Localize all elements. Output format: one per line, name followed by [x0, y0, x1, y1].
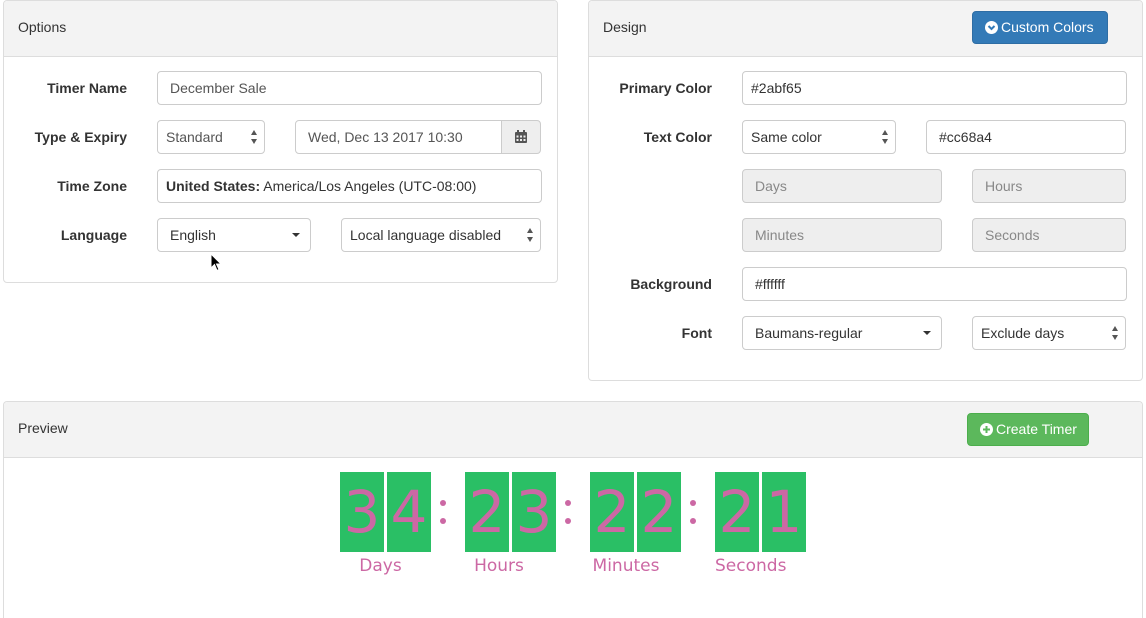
timer-type-value: Standard	[166, 129, 223, 145]
hours-label-input[interactable]: Hours	[972, 169, 1126, 203]
timer-name-label: Timer Name	[47, 80, 127, 96]
caret-down-icon	[292, 233, 300, 237]
exclude-days-select[interactable]: Exclude days	[972, 316, 1126, 350]
minutes-digit: 2	[637, 472, 681, 552]
preview-panel-title: Preview	[18, 420, 68, 436]
create-timer-label: Create Timer	[996, 421, 1077, 437]
days-digit: 4	[387, 472, 431, 552]
seconds-digit: 2	[715, 472, 759, 552]
select-arrows-icon	[251, 130, 258, 144]
preview-panel-heading: Preview	[4, 402, 1142, 458]
expiry-date-input[interactable]: Wed, Dec 13 2017 10:30	[295, 120, 502, 154]
text-color-input[interactable]: #cc68a4	[926, 120, 1126, 154]
text-color-mode-select[interactable]: Same color	[742, 120, 896, 154]
timer-name-input[interactable]: December Sale	[157, 71, 542, 105]
time-zone-label: Time Zone	[57, 178, 127, 194]
hours-digit: 2	[465, 472, 509, 552]
primary-color-label: Primary Color	[619, 80, 712, 96]
background-label: Background	[630, 276, 712, 292]
chevron-circle-down-icon	[985, 21, 998, 34]
hours-digit: 3	[512, 472, 556, 552]
timer-type-select[interactable]: Standard	[157, 120, 265, 154]
hours-unit-label: Hours	[474, 556, 524, 576]
background-color-input[interactable]: #ffffff	[742, 267, 1127, 301]
time-zone-select[interactable]: United States: America/Los Angeles (UTC-…	[157, 169, 542, 203]
language-dropdown[interactable]: English	[157, 218, 311, 252]
primary-color-input[interactable]: #2abf65	[742, 71, 1127, 105]
days-label-input[interactable]: Days	[742, 169, 942, 203]
colon-separator	[565, 500, 571, 524]
language-value: English	[170, 227, 216, 243]
language-label: Language	[60, 227, 127, 243]
caret-down-icon	[923, 331, 931, 335]
text-color-label: Text Color	[643, 129, 712, 145]
select-arrows-icon	[882, 130, 889, 144]
select-arrows-icon	[527, 228, 534, 242]
minutes-digit: 2	[590, 472, 634, 552]
colon-separator	[440, 500, 446, 524]
preview-panel: Preview	[3, 401, 1143, 618]
seconds-label-input[interactable]: Seconds	[972, 218, 1126, 252]
local-language-value: Local language disabled	[350, 227, 502, 243]
plus-circle-icon	[980, 423, 993, 436]
seconds-digit: 1	[762, 472, 806, 552]
font-dropdown[interactable]: Baumans-regular	[742, 316, 942, 350]
days-digit: 3	[340, 472, 384, 552]
time-zone-value: America/Los Angeles (UTC-08:00)	[263, 178, 477, 194]
options-panel-title: Options	[18, 19, 67, 35]
calendar-button[interactable]	[501, 120, 541, 154]
options-panel-heading: Options	[4, 1, 557, 57]
font-value: Baumans-regular	[755, 325, 863, 341]
custom-colors-label: Custom Colors	[1001, 19, 1094, 35]
text-color-mode-value: Same color	[751, 129, 822, 145]
select-arrows-icon	[1112, 326, 1119, 340]
custom-colors-button[interactable]: Custom Colors	[972, 11, 1108, 44]
calendar-icon	[515, 130, 527, 143]
local-language-select[interactable]: Local language disabled	[341, 218, 541, 252]
colon-separator	[690, 500, 696, 524]
minutes-unit-label: Minutes	[592, 556, 660, 576]
exclude-days-value: Exclude days	[981, 325, 1065, 341]
time-zone-country: United States:	[166, 178, 261, 194]
font-label: Font	[681, 325, 712, 341]
design-panel-title: Design	[603, 19, 647, 35]
create-timer-button[interactable]: Create Timer	[967, 413, 1089, 446]
type-expiry-label: Type & Expiry	[34, 129, 127, 145]
mouse-cursor-icon	[210, 253, 222, 272]
seconds-unit-label: Seconds	[715, 556, 787, 576]
minutes-label-input[interactable]: Minutes	[742, 218, 942, 252]
days-unit-label: Days	[359, 556, 402, 576]
